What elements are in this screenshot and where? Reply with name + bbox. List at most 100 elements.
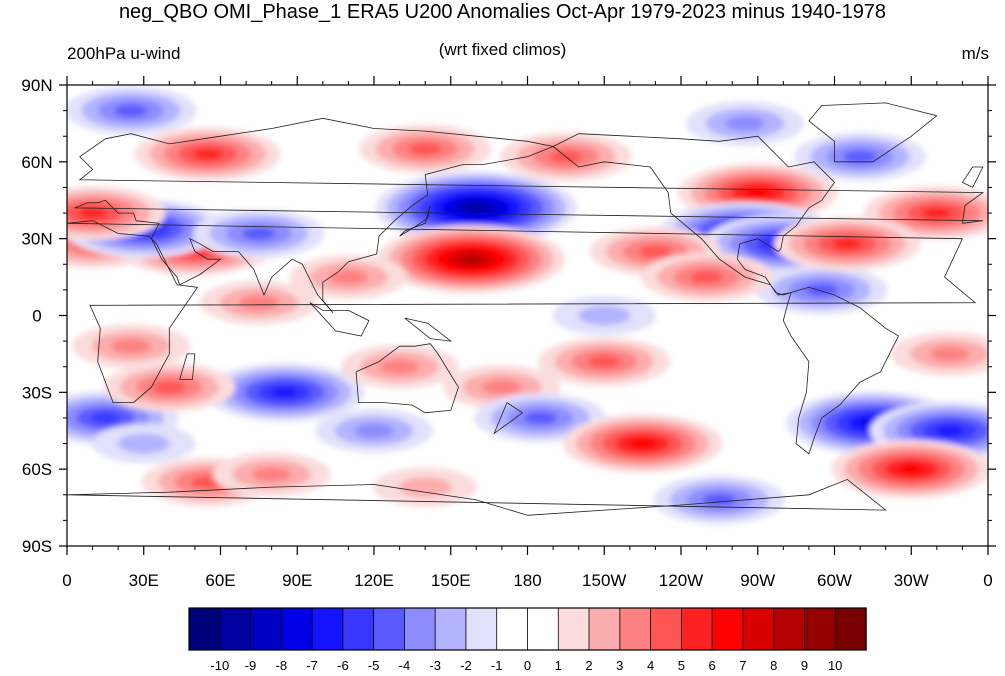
anomaly-contour — [117, 433, 170, 454]
coastline — [493, 402, 524, 435]
lon-tick-label: 120W — [659, 571, 703, 590]
colorbar-label: -5 — [368, 658, 380, 673]
anomaly-contour — [459, 254, 484, 264]
lon-tick-label: 60E — [205, 571, 235, 590]
colorbar-swatch — [527, 607, 559, 651]
anomaly-blob — [552, 295, 657, 336]
anomaly-blob — [199, 280, 318, 325]
anomaly-contour — [328, 269, 369, 285]
anomaly-blob — [653, 475, 786, 525]
coastline — [961, 166, 984, 188]
lat-tick-label: 30N — [21, 230, 52, 249]
colorbar-swatch — [588, 607, 621, 651]
colorbar-swatch — [496, 607, 529, 651]
coastline — [67, 478, 887, 516]
lon-tick-label: 90W — [740, 571, 775, 590]
anomaly-contour — [702, 493, 736, 507]
anomaly-contour — [152, 381, 186, 394]
anomaly-contour — [725, 116, 765, 131]
anomaly-contour — [897, 464, 925, 475]
colorbar-label: -10 — [210, 658, 229, 673]
colorbar-label: 10 — [828, 658, 842, 673]
anomaly-blob — [204, 362, 365, 422]
anomaly-blob — [71, 324, 190, 369]
lat-tick-label: 30S — [22, 383, 52, 402]
coastline — [552, 133, 836, 296]
lon-tick-label: 0 — [983, 571, 992, 590]
lon-tick-label: 120E — [354, 571, 394, 590]
anomaly-contour — [77, 207, 108, 219]
anomaly-blob — [67, 86, 197, 136]
coastline — [808, 102, 938, 163]
colorbar-swatch — [373, 607, 406, 651]
colorbar-swatch — [650, 607, 683, 651]
lat-tick-label: 90N — [21, 76, 52, 95]
lon-tick-label: 30W — [894, 571, 929, 590]
anomaly-blob — [755, 265, 888, 315]
coastline — [404, 317, 453, 342]
anomaly-blob — [373, 467, 478, 507]
coastline — [399, 205, 431, 237]
anomaly-contour — [239, 295, 279, 311]
anomaly-contour — [832, 238, 862, 250]
lon-tick-label: 150E — [431, 571, 471, 590]
longitude-axis: 0 30E 60E 90E 120E 150E 180 150W 120W 90W 60W 30W 0 — [62, 76, 993, 590]
colorbar-label: -1 — [491, 658, 503, 673]
units-label: m/s — [961, 44, 989, 63]
lon-tick-label: 150W — [582, 571, 626, 590]
anomaly-contour — [578, 305, 631, 326]
colorbar-label: 9 — [801, 658, 808, 673]
anomaly-contour — [271, 387, 298, 398]
anomaly-contour — [587, 355, 621, 368]
colorbar-label: 8 — [770, 658, 777, 673]
anomaly-blob — [685, 101, 804, 146]
colorbar-swatch — [742, 607, 775, 651]
coastline — [74, 117, 985, 314]
colorbar-swatch — [404, 607, 436, 651]
anomaly-contour — [843, 150, 877, 163]
lat-tick-label: 90S — [22, 537, 52, 556]
coastline — [309, 302, 370, 337]
anomaly-contour — [242, 227, 276, 240]
lon-tick-label: 60W — [817, 571, 852, 590]
anomaly-blob — [212, 452, 331, 497]
anomaly-blob — [774, 216, 921, 271]
anomaly-contour — [690, 270, 724, 284]
anomaly-contour — [638, 245, 672, 258]
lon-tick-label: 30E — [129, 571, 159, 590]
anomaly-contour — [922, 207, 952, 219]
colorbar-label: -4 — [399, 658, 411, 673]
anomaly-blob — [340, 344, 459, 389]
latitude-axis: 90N 60N 30N 0 30S 60S 90S — [21, 76, 996, 556]
anomaly-blob — [103, 362, 236, 412]
lat-tick-label: 60N — [21, 153, 52, 172]
colorbar-label: 2 — [585, 658, 592, 673]
colorbar-swatch — [434, 607, 467, 651]
coastline — [67, 220, 977, 404]
colorbar-swatch — [188, 607, 221, 651]
colorbar-label: 6 — [708, 658, 715, 673]
colorbar-label: -7 — [306, 658, 318, 673]
colorbar-label: 0 — [524, 658, 531, 673]
colorbar-swatch — [219, 607, 252, 651]
reference-label: (wrt fixed climos) — [438, 40, 567, 59]
colorbar-swatch — [311, 607, 344, 651]
coastline — [179, 353, 196, 380]
lon-tick-label: 0 — [62, 571, 71, 590]
anomaly-contour — [90, 412, 120, 424]
colorbar-label: -2 — [460, 658, 472, 673]
map-title: neg_QBO OMI_Phase_1 ERA5 U200 Anomalies … — [118, 1, 887, 23]
anomaly-blob — [890, 331, 988, 377]
anomaly-contour — [523, 411, 557, 425]
anomaly-blob — [375, 171, 578, 245]
colorbar-swatch — [465, 607, 498, 651]
anomaly-contour — [193, 148, 223, 160]
anomaly-blob — [192, 208, 325, 259]
anomaly-contour — [465, 203, 488, 213]
colorbar-swatch — [280, 607, 313, 651]
colorbar-swatch — [773, 607, 806, 651]
colorbar-label: 3 — [616, 658, 623, 673]
colorbar-label: 7 — [739, 658, 746, 673]
anomaly-blob — [289, 254, 408, 300]
colorbar-label: -6 — [337, 658, 349, 673]
